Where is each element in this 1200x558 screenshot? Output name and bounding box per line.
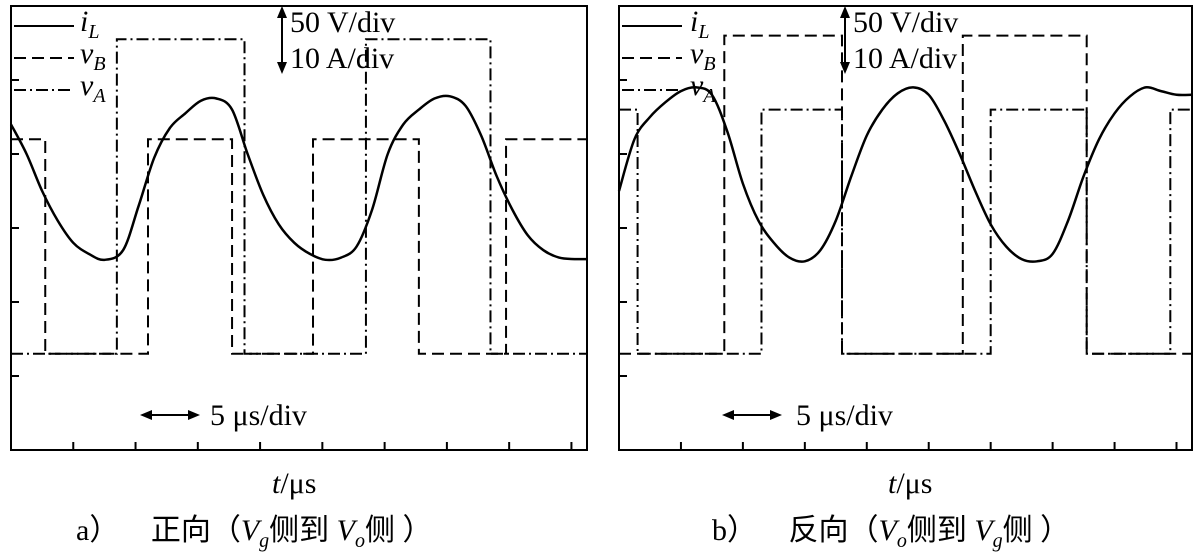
- vertical-scale-arrowhead-down: [840, 62, 850, 74]
- legend-label-va: vA: [80, 69, 106, 107]
- legend: iL vB vA: [622, 5, 716, 107]
- time-scale-label: 5 μs/div: [210, 399, 307, 432]
- vertical-scale: 50 V/div 10 A/div: [277, 6, 395, 75]
- tick-marks: [619, 79, 1178, 450]
- series-layer: [617, 34, 1193, 355]
- current-scale-label: 10 A/div: [290, 42, 394, 75]
- panel-a: iL vB vA 50 V/div 10 A/div 5 μs/div t/μs…: [9, 5, 588, 552]
- time-scale-arrowhead-right: [770, 410, 782, 420]
- legend-label-vb: vB: [80, 37, 106, 75]
- legend-label-il: iL: [690, 5, 709, 43]
- voltage-scale-label: 50 V/div: [853, 6, 958, 39]
- vertical-scale-arrowhead-up: [840, 6, 850, 18]
- legend-label-va: vA: [690, 69, 716, 107]
- vertical-scale-arrowhead-down: [277, 62, 287, 74]
- time-scale-arrowhead-right: [188, 410, 200, 420]
- legend: iL vB vA: [14, 5, 106, 107]
- series-iL: [617, 86, 1193, 263]
- time-scale-arrowhead-left: [140, 410, 152, 420]
- legend-label-il: iL: [80, 5, 99, 43]
- time-scale: 5 μs/div: [722, 399, 893, 432]
- tick-marks: [11, 79, 573, 450]
- panel-caption: a） 正向（Vg侧到 Vo侧 ）: [76, 514, 432, 552]
- current-scale-label: 10 A/div: [853, 42, 957, 75]
- series-layer: [9, 38, 588, 355]
- time-scale-label: 5 μs/div: [796, 399, 893, 432]
- series-vA: [619, 108, 1192, 355]
- panel-b: iL vB vA 50 V/div 10 A/div 5 μs/div t/μs…: [617, 5, 1193, 552]
- x-axis-label: t/μs: [272, 467, 316, 500]
- series-iL: [9, 94, 588, 262]
- x-axis-label: t/μs: [888, 467, 932, 500]
- voltage-scale-label: 50 V/div: [290, 6, 395, 39]
- time-scale-arrowhead-left: [722, 410, 734, 420]
- vertical-scale-arrowhead-up: [277, 6, 287, 18]
- panel-caption: b） 反向（Vo侧到 Vg侧 ）: [712, 514, 1070, 552]
- vertical-scale: 50 V/div 10 A/div: [840, 6, 958, 75]
- legend-label-vb: vB: [690, 37, 716, 75]
- series-vB: [619, 34, 1192, 355]
- time-scale: 5 μs/div: [140, 399, 307, 432]
